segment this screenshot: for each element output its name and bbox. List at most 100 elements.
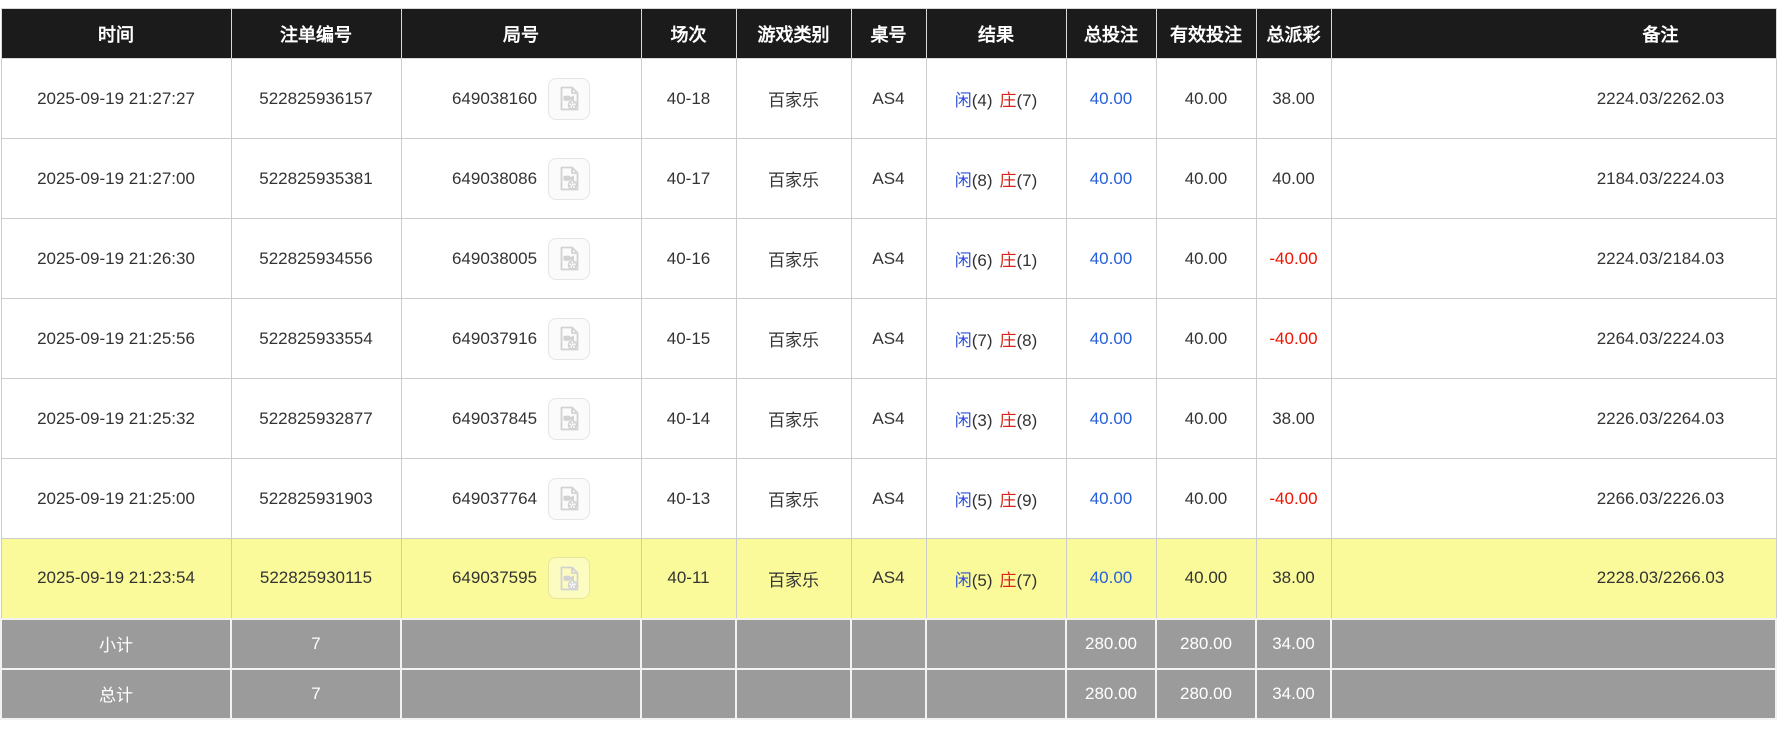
- player-label: 闲: [954, 411, 972, 430]
- total-bet-link[interactable]: 40.00: [1089, 248, 1133, 268]
- banker-score: (8): [1016, 411, 1038, 430]
- round-number: 649038005: [451, 248, 538, 268]
- total-bet-cell: 40.00: [1065, 298, 1157, 379]
- video-replay-button[interactable]: [548, 77, 591, 120]
- video-file-icon: [560, 566, 578, 591]
- col-header-time: 时间: [0, 8, 232, 59]
- session-cell: 40-16: [640, 218, 737, 299]
- round-cell: 649037764: [400, 458, 642, 539]
- time-cell: 2025-09-19 21:23:54: [0, 538, 232, 619]
- total-bet-link[interactable]: 40.00: [1089, 88, 1133, 108]
- summary-empty-cell: [925, 667, 1067, 720]
- result-cell: 闲(3) 庄(8): [925, 378, 1067, 459]
- result-cell: 闲(6) 庄(1): [925, 218, 1067, 299]
- valid-bet-cell: 40.00: [1155, 218, 1257, 299]
- session-cell: 40-15: [640, 298, 737, 379]
- round-cell: 649037595: [400, 538, 642, 619]
- round-number: 649037595: [451, 568, 538, 588]
- player-score: (5): [971, 570, 993, 590]
- round-number: 649037845: [451, 408, 538, 428]
- round-number: 649038086: [451, 168, 538, 188]
- banker-label: 庄: [999, 91, 1017, 110]
- valid-bet-cell: 40.00: [1155, 458, 1257, 539]
- time-cell: 2025-09-19 21:25:56: [0, 298, 232, 379]
- banker-score: (1): [1016, 251, 1038, 270]
- summary-total-bet-cell: 280.00: [1065, 667, 1157, 720]
- valid-bet-cell: 40.00: [1155, 538, 1257, 619]
- game-type-cell: 百家乐: [735, 538, 852, 619]
- total-payout-cell: -40.00: [1255, 458, 1332, 539]
- table-row: 2025-09-19 21:25:32 522825932877 6490378…: [0, 378, 1777, 459]
- result-cell: 闲(5) 庄(9): [925, 458, 1067, 539]
- player-score: (4): [971, 91, 993, 110]
- video-file-icon: [560, 86, 578, 111]
- video-replay-button[interactable]: [548, 397, 591, 440]
- total-payout-cell: -40.00: [1255, 218, 1332, 299]
- total-bet-link[interactable]: 40.00: [1089, 488, 1133, 508]
- valid-bet-cell: 40.00: [1155, 378, 1257, 459]
- total-bet-cell: 40.00: [1065, 538, 1157, 619]
- video-replay-button[interactable]: [548, 477, 591, 520]
- player-label: 闲: [954, 570, 972, 590]
- time-cell: 2025-09-19 21:25:00: [0, 458, 232, 539]
- total-bet-cell: 40.00: [1065, 138, 1157, 219]
- table-row: 2025-09-19 21:26:30 522825934556 6490380…: [0, 218, 1777, 299]
- bet-id-cell: 522825934556: [230, 218, 402, 299]
- game-type-cell: 百家乐: [735, 298, 852, 379]
- summary-remark-cell: [1330, 617, 1777, 670]
- time-cell: 2025-09-19 21:27:00: [0, 138, 232, 219]
- round-cell: 649037845: [400, 378, 642, 459]
- table-row: 2025-09-19 21:23:54 522825930115 6490375…: [0, 538, 1777, 619]
- total-bet-cell: 40.00: [1065, 458, 1157, 539]
- summary-label-cell: 小计: [0, 617, 232, 670]
- player-score: (6): [971, 251, 993, 270]
- video-file-icon: [560, 246, 578, 271]
- summary-valid-bet-cell: 280.00: [1155, 667, 1257, 720]
- col-header-game-type: 游戏类别: [735, 8, 852, 59]
- session-cell: 40-11: [640, 538, 737, 619]
- video-file-icon: [560, 326, 578, 351]
- bet-id-cell: 522825935381: [230, 138, 402, 219]
- player-score: (3): [971, 411, 993, 430]
- total-bet-cell: 40.00: [1065, 378, 1157, 459]
- remark-cell: 2224.03/2262.03: [1330, 58, 1777, 139]
- summary-remark-cell: [1330, 667, 1777, 720]
- total-bet-link[interactable]: 40.00: [1089, 408, 1133, 428]
- result-cell: 闲(4) 庄(7): [925, 58, 1067, 139]
- banker-label: 庄: [999, 251, 1017, 270]
- col-header-table-no: 桌号: [850, 8, 927, 59]
- table-no-cell: AS4: [850, 378, 927, 459]
- bet-id-cell: 522825930115: [230, 538, 402, 619]
- video-replay-button[interactable]: [548, 317, 591, 360]
- session-cell: 40-18: [640, 58, 737, 139]
- game-type-cell: 百家乐: [735, 138, 852, 219]
- col-header-result: 结果: [925, 8, 1067, 59]
- bet-id-cell: 522825936157: [230, 58, 402, 139]
- video-replay-button[interactable]: [548, 237, 591, 280]
- time-cell: 2025-09-19 21:25:32: [0, 378, 232, 459]
- summary-empty-cell: [735, 667, 852, 720]
- video-replay-button[interactable]: [548, 557, 591, 600]
- valid-bet-cell: 40.00: [1155, 138, 1257, 219]
- session-cell: 40-14: [640, 378, 737, 459]
- col-header-valid-bet: 有效投注: [1155, 8, 1257, 59]
- round-number: 649037764: [451, 488, 538, 508]
- video-replay-button[interactable]: [548, 157, 591, 200]
- total-payout-cell: -40.00: [1255, 298, 1332, 379]
- summary-count-cell: 7: [230, 667, 402, 720]
- col-header-total-bet: 总投注: [1065, 8, 1157, 59]
- table-no-cell: AS4: [850, 218, 927, 299]
- player-label: 闲: [954, 331, 972, 350]
- table-no-cell: AS4: [850, 298, 927, 379]
- remark-cell: 2224.03/2184.03: [1330, 218, 1777, 299]
- summary-empty-cell: [735, 617, 852, 670]
- total-bet-link[interactable]: 40.00: [1089, 568, 1133, 588]
- total-bet-link[interactable]: 40.00: [1089, 328, 1133, 348]
- summary-empty-cell: [640, 667, 737, 720]
- table-no-cell: AS4: [850, 138, 927, 219]
- summary-total-payout-cell: 34.00: [1255, 617, 1332, 670]
- banker-score: (8): [1016, 331, 1038, 350]
- round-cell: 649038086: [400, 138, 642, 219]
- total-bet-link[interactable]: 40.00: [1089, 168, 1133, 188]
- table-body: 2025-09-19 21:27:27 522825936157 6490381…: [0, 58, 1777, 720]
